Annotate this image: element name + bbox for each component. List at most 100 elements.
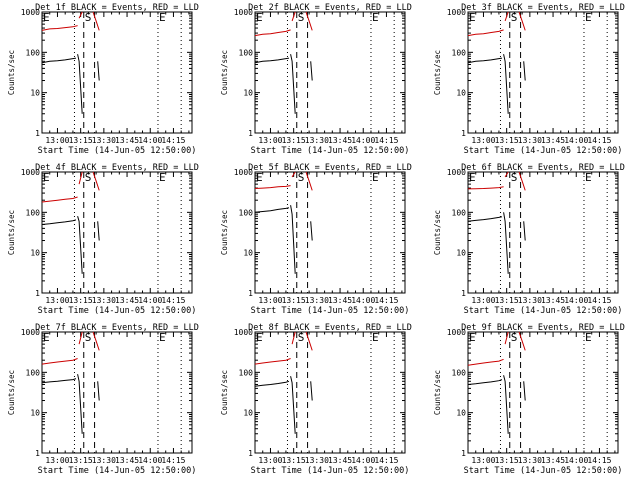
x-tick-label: 14:15 — [587, 136, 611, 145]
event-marker-label: S — [85, 11, 92, 24]
lld-series-line — [504, 11, 509, 22]
events-series-line — [503, 212, 509, 274]
event-marker-label: E — [159, 11, 166, 24]
x-tick-label: 13:45 — [328, 456, 352, 465]
x-tick-label: 14:15 — [587, 456, 611, 465]
lld-series-line — [254, 358, 291, 365]
event-marker-label: E — [256, 11, 263, 24]
x-tick-label: 14:00 — [138, 136, 162, 145]
x-tick-label: 14:00 — [564, 136, 588, 145]
lld-series-line — [92, 171, 100, 191]
x-tick-label: 13:45 — [115, 296, 139, 305]
events-series-line — [290, 54, 296, 114]
y-axis-label: Counts/sec — [433, 50, 442, 95]
x-tick-label: 13:00 — [258, 136, 282, 145]
event-marker-label: E — [585, 11, 592, 24]
events-series-line — [97, 221, 100, 241]
x-tick-label: 13:15 — [69, 456, 93, 465]
lld-series-line — [291, 11, 296, 22]
x-axis-label: Start Time (14-Jun-05 12:50:00) — [464, 146, 623, 156]
x-tick-label: 14:00 — [351, 136, 375, 145]
x-tick-label: 13:30 — [92, 136, 116, 145]
y-axis-label: Counts/sec — [433, 210, 442, 255]
events-series-line — [41, 378, 77, 384]
x-axis-label: Start Time (14-Jun-05 12:50:00) — [251, 146, 410, 156]
x-tick-label: 14:15 — [374, 456, 398, 465]
lld-series-line — [518, 11, 526, 31]
y-tick-label: 1 — [35, 129, 40, 138]
x-tick-label: 13:15 — [495, 136, 519, 145]
event-marker-label: E — [372, 331, 379, 344]
events-series-line — [310, 61, 313, 81]
chart-panel-8: Det 8f BLACK = Events, RED = LLD 1 10 100 10… — [220, 323, 412, 476]
lld-series-line — [92, 11, 100, 31]
event-marker-label: E — [469, 11, 476, 24]
lld-series-line — [518, 331, 526, 351]
plot-frame — [467, 331, 619, 454]
x-tick-label: 13:45 — [328, 136, 352, 145]
y-tick-label: 1 — [248, 449, 253, 458]
x-tick-label: 14:15 — [161, 296, 185, 305]
lld-series-line — [254, 185, 291, 189]
chart-panel-9: Det 9f BLACK = Events, RED = LLD 1 10 100 10… — [433, 323, 625, 476]
y-tick-label: 100 — [452, 368, 467, 377]
y-axis-label: Counts/sec — [220, 210, 229, 255]
x-tick-label: 13:45 — [115, 456, 139, 465]
y-tick-label: 1 — [461, 449, 466, 458]
x-tick-label: 14:00 — [351, 456, 375, 465]
chart-panel-4: Det 4f BLACK = Events, RED = LLD 1 10 100 10… — [7, 163, 199, 316]
x-axis-label: Start Time (14-Jun-05 12:50:00) — [38, 466, 197, 476]
chart-panel-3: Det 3f BLACK = Events, RED = LLD 1 10 100 10… — [433, 3, 625, 156]
y-tick-label: 10 — [30, 89, 40, 98]
chart-title: Det 1f BLACK = Events, RED = LLD — [35, 3, 199, 13]
x-tick-label: 14:00 — [564, 296, 588, 305]
x-tick-label: 13:00 — [471, 456, 495, 465]
event-marker-label: E — [43, 331, 50, 344]
x-tick-label: 14:15 — [374, 296, 398, 305]
lld-series-line — [305, 11, 313, 31]
y-tick-label: 1000 — [447, 168, 466, 177]
lld-series-line — [41, 358, 78, 365]
x-tick-label: 13:45 — [541, 456, 565, 465]
x-tick-label: 13:00 — [258, 296, 282, 305]
event-marker-label: E — [585, 171, 592, 184]
plot-frame — [254, 171, 406, 294]
x-tick-label: 14:15 — [587, 296, 611, 305]
event-marker-label: E — [43, 11, 50, 24]
events-series-line — [97, 61, 100, 81]
lld-series-line — [291, 331, 296, 345]
x-axis-label: Start Time (14-Jun-05 12:50:00) — [38, 306, 197, 316]
event-marker-label: E — [43, 171, 50, 184]
x-tick-label: 13:30 — [92, 296, 116, 305]
lld-series-line — [305, 331, 313, 351]
x-tick-label: 14:00 — [351, 296, 375, 305]
y-tick-label: 10 — [30, 409, 40, 418]
x-tick-label: 13:00 — [45, 136, 69, 145]
events-series-line — [97, 381, 100, 401]
events-series-line — [77, 374, 83, 434]
y-axis-label: Counts/sec — [220, 50, 229, 95]
lld-series-line — [254, 29, 291, 37]
chart-title: Det 4f BLACK = Events, RED = LLD — [35, 163, 199, 173]
x-tick-label: 13:30 — [518, 136, 542, 145]
lld-series-line — [467, 358, 504, 366]
event-marker-label: E — [159, 171, 166, 184]
events-series-line — [77, 216, 83, 274]
y-tick-label: 10 — [243, 409, 253, 418]
y-tick-label: 10 — [456, 249, 466, 258]
plot-frame — [467, 171, 619, 294]
chart-title: Det 6f BLACK = Events, RED = LLD — [461, 163, 625, 173]
x-tick-label: 14:00 — [138, 296, 162, 305]
y-axis-label: Counts/sec — [433, 370, 442, 415]
x-tick-label: 13:30 — [518, 456, 542, 465]
plot-frame — [41, 331, 193, 454]
events-series-line — [523, 221, 526, 241]
y-tick-label: 1000 — [234, 8, 253, 17]
x-tick-label: 13:00 — [258, 456, 282, 465]
lld-series-line — [467, 29, 504, 37]
y-tick-label: 1 — [35, 449, 40, 458]
x-tick-label: 13:30 — [518, 296, 542, 305]
plot-frame — [254, 331, 406, 454]
lld-series-line — [504, 331, 509, 345]
x-tick-label: 13:15 — [282, 136, 306, 145]
